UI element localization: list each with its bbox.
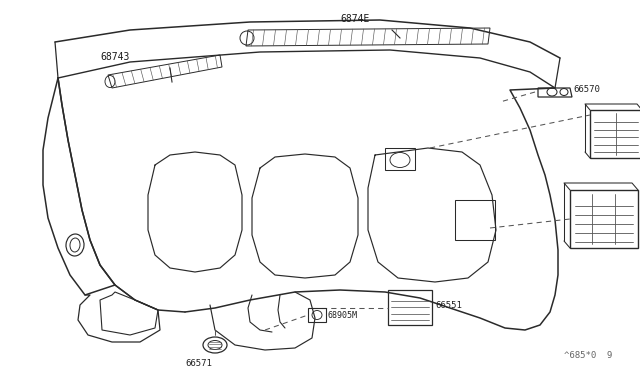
Text: ^685*0  9: ^685*0 9 [564,351,612,360]
Text: 66551: 66551 [435,301,462,310]
Text: 68905M: 68905M [328,311,358,320]
Text: 66570: 66570 [573,86,600,94]
Text: 68743: 68743 [100,52,129,62]
Text: 6874E: 6874E [340,14,369,24]
Text: 66571: 66571 [185,359,212,368]
